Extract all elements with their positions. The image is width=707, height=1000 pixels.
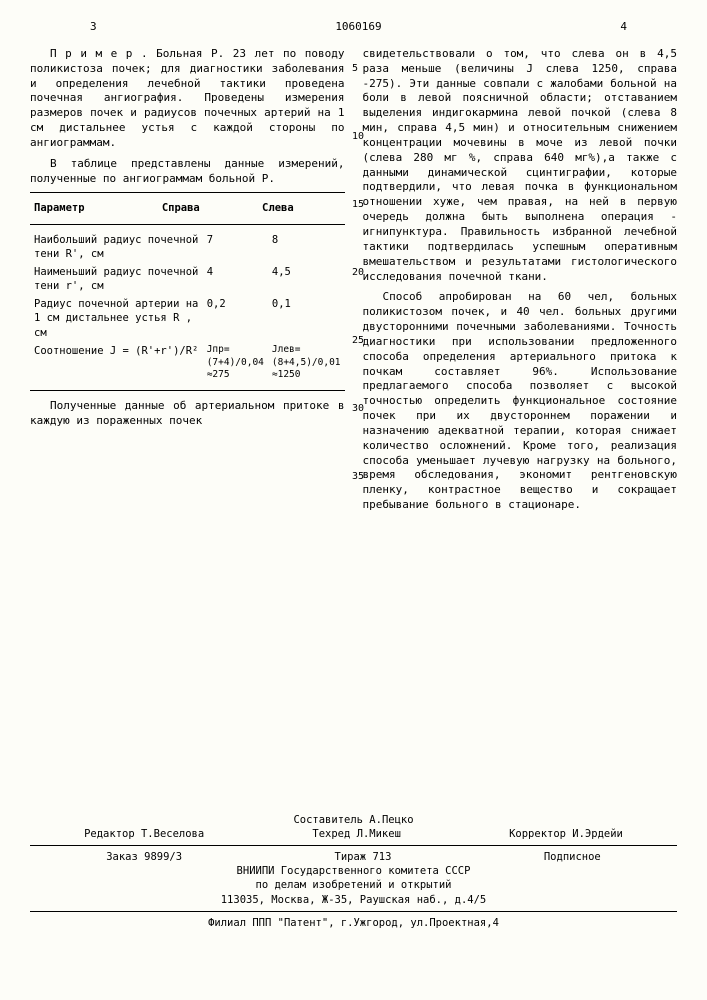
order-num: Заказ 9899/3 [106, 850, 182, 864]
tirazh: Тираж 713 [335, 850, 392, 864]
left-column: П р и м е р . Больная Р. 23 лет по повод… [30, 47, 345, 519]
org-line: по делам изобретений и открытий [30, 878, 677, 892]
order-row: Заказ 9899/3 Тираж 713 Подписное [30, 850, 677, 864]
editor: Редактор Т.Веселова [84, 827, 204, 841]
line-num: 30 [352, 404, 364, 414]
cell: 4 [203, 263, 268, 295]
col-header: Слева [258, 199, 344, 217]
cell: Jлев=(8+4,5)/0,01 ≈1250 [268, 342, 345, 384]
paragraph: П р и м е р . Больная Р. 23 лет по повод… [30, 47, 345, 151]
line-num: 15 [352, 200, 364, 210]
page-num-left: 3 [90, 20, 97, 35]
doc-number: 1060169 [335, 20, 381, 35]
compiler-line: Составитель А.Пецко [30, 813, 677, 827]
margin-line-numbers: 5 10 15 20 25 30 35 [352, 64, 364, 540]
cell: Радиус почечной артерии на 1 см дистальн… [30, 295, 203, 342]
cell: 7 [203, 231, 268, 263]
cell: 4,5 [268, 263, 345, 295]
footer-rule [30, 845, 677, 846]
paragraph: Полученные данные об артериальном приток… [30, 399, 345, 429]
cell: Наименьший радиус почечной тени r', см [30, 263, 203, 295]
right-column: свидетельствовали о том, что слева он в … [363, 47, 678, 519]
line-num: 5 [352, 64, 364, 74]
line-num: 35 [352, 472, 364, 482]
paragraph: Способ апробирован на 60 чел, больных по… [363, 290, 678, 513]
line-num: 10 [352, 132, 364, 142]
imprint-footer: Составитель А.Пецко Редактор Т.Веселова … [30, 813, 677, 930]
cell: 0,2 [203, 295, 268, 342]
subscription: Подписное [544, 850, 601, 864]
col-header: Справа [158, 199, 258, 217]
measurement-table: Параметр Справа Слева [30, 199, 345, 217]
table-row: Наименьший радиус почечной тени r', см 4… [30, 263, 345, 295]
branch-line: Филиал ППП "Патент", г.Ужгород, ул.Проек… [30, 916, 677, 930]
org-line: ВНИИПИ Государственного комитета СССР [30, 864, 677, 878]
table-row: Наибольший радиус почечной тени R', см 7… [30, 231, 345, 263]
page-header: 3 1060169 4 [30, 20, 677, 35]
cell: Наибольший радиус почечной тени R', см [30, 231, 203, 263]
cell: Jпр=(7+4)/0,04 ≈275 [203, 342, 268, 384]
cell: Соотношение J = (R'+r')/R² [30, 342, 203, 384]
document-page: 3 1060169 4 5 10 15 20 25 30 35 П р и м … [0, 0, 707, 1000]
table-rule [30, 390, 345, 391]
editor-row: Редактор Т.Веселова Техред Л.Микеш Корре… [30, 827, 677, 841]
table-header-row: Параметр Справа Слева [30, 199, 345, 217]
col-header: Параметр [30, 199, 158, 217]
address-line: 113035, Москва, Ж-35, Раушская наб., д.4… [30, 893, 677, 907]
footer-rule [30, 911, 677, 912]
measurement-table-body: Наибольший радиус почечной тени R', см 7… [30, 231, 345, 385]
table-row: Соотношение J = (R'+r')/R² Jпр=(7+4)/0,0… [30, 342, 345, 384]
paragraph: свидетельствовали о том, что слева он в … [363, 47, 678, 285]
cell: 0,1 [268, 295, 345, 342]
table-row: Радиус почечной артерии на 1 см дистальн… [30, 295, 345, 342]
table-rule [30, 224, 345, 225]
paragraph: В таблице представлены данные измерений,… [30, 157, 345, 187]
tech-editor: Техред Л.Микеш [312, 827, 401, 841]
line-num: 20 [352, 268, 364, 278]
page-num-right: 4 [620, 20, 627, 35]
corrector: Корректор И.Эрдейи [509, 827, 623, 841]
line-num: 25 [352, 336, 364, 346]
table-rule [30, 192, 345, 193]
cell: 8 [268, 231, 345, 263]
